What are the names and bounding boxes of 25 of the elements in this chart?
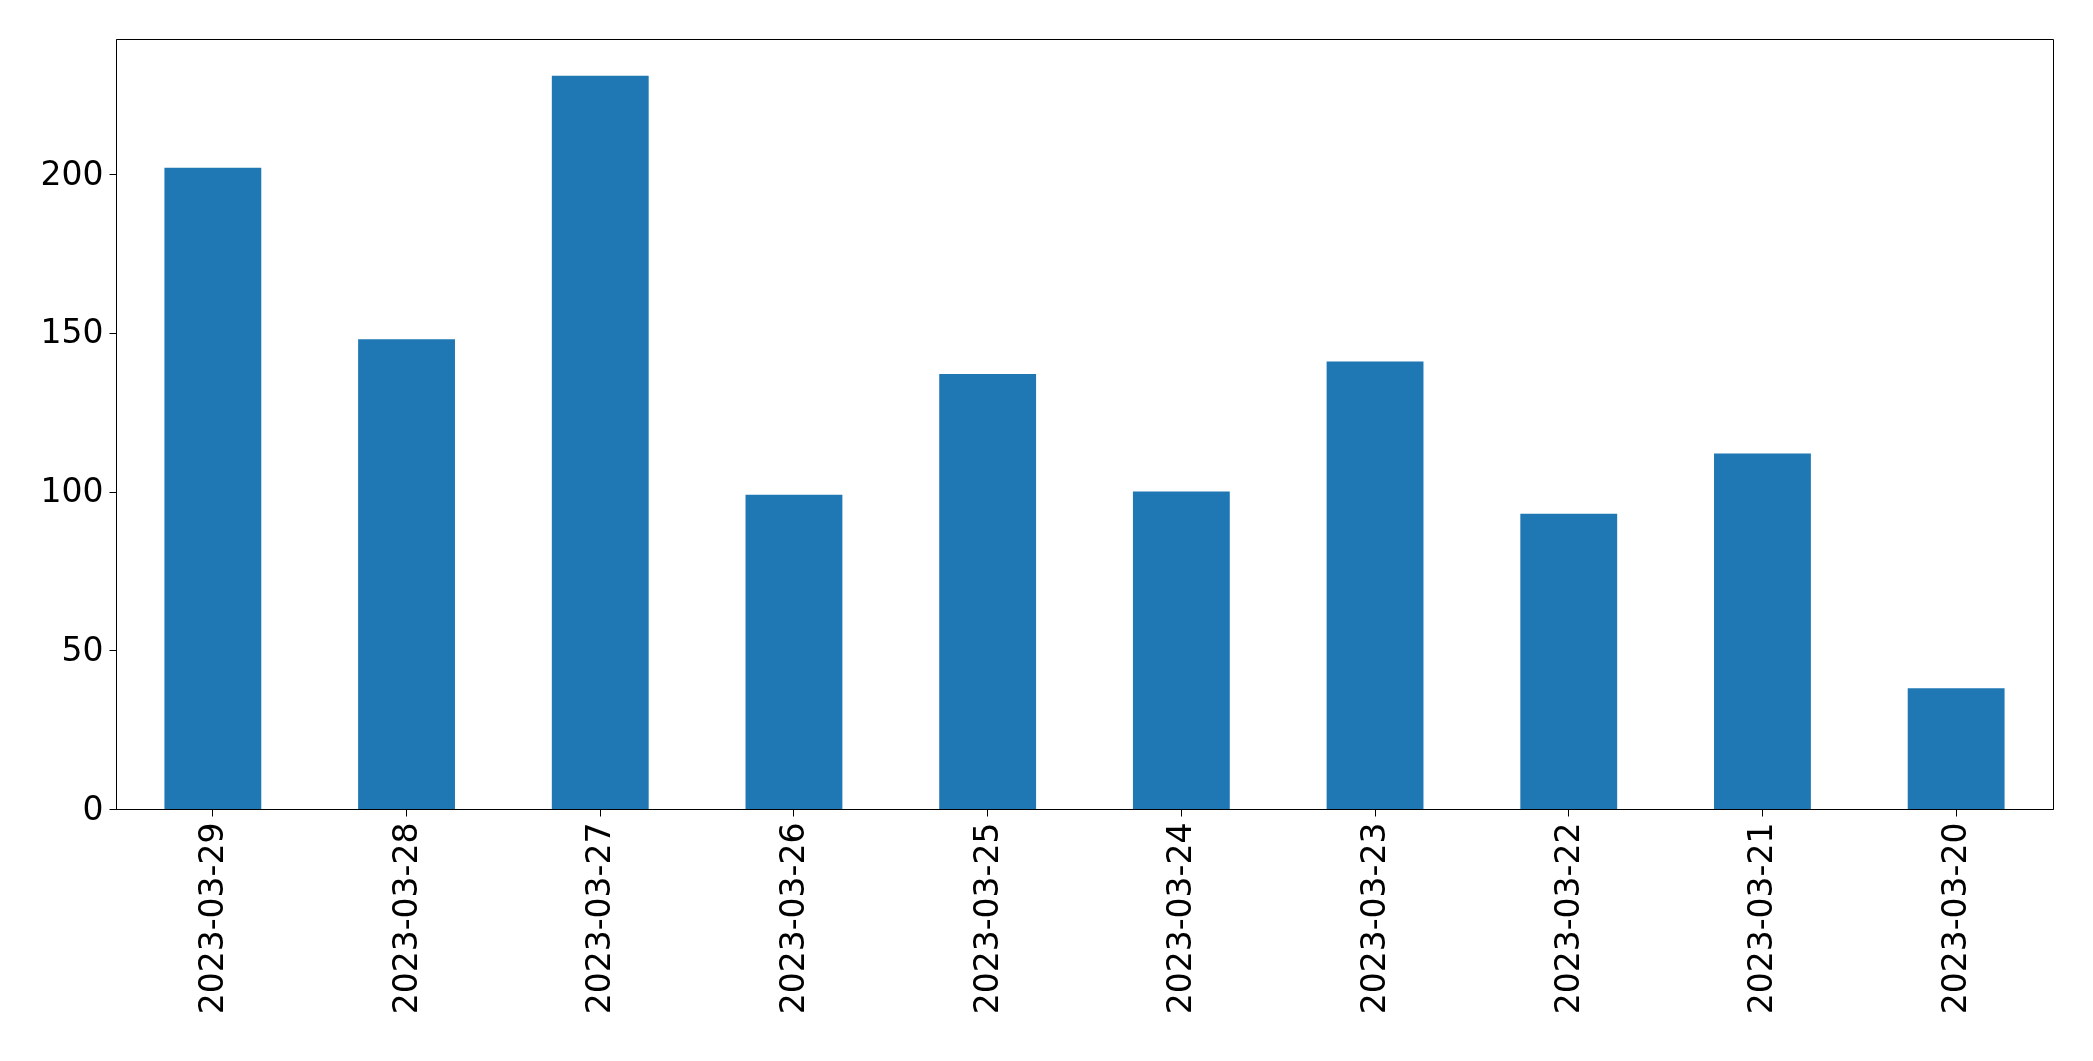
y-tick-label: 50: [61, 629, 104, 669]
bar: [939, 374, 1037, 809]
x-tick-label: 2023-03-20: [1935, 822, 1975, 1015]
y-tick-label: 200: [40, 153, 104, 193]
x-tick-label: 2023-03-22: [1547, 822, 1587, 1015]
bar: [358, 339, 455, 809]
bar: [164, 167, 262, 809]
bar: [745, 494, 843, 809]
x-tick-label: 2023-03-27: [579, 822, 619, 1015]
y-tick-label: 150: [40, 312, 104, 352]
x-tick-label: 2023-03-24: [1160, 822, 1200, 1015]
x-tick-label: 2023-03-25: [966, 822, 1006, 1015]
bar: [1714, 453, 1811, 809]
y-tick-label: 100: [40, 471, 104, 511]
y-tick-label: 0: [82, 788, 104, 828]
x-tick-label: 2023-03-21: [1741, 822, 1781, 1015]
x-tick-label: 2023-03-23: [1354, 822, 1394, 1015]
x-tick-label: 2023-03-28: [385, 822, 425, 1015]
bar: [1132, 491, 1230, 809]
bar: [1326, 361, 1424, 809]
bar: [1907, 688, 2005, 809]
x-tick-label: 2023-03-29: [191, 822, 231, 1015]
x-tick-label: 2023-03-26: [772, 822, 812, 1015]
bar: [551, 75, 649, 809]
bar: [1520, 513, 1618, 809]
